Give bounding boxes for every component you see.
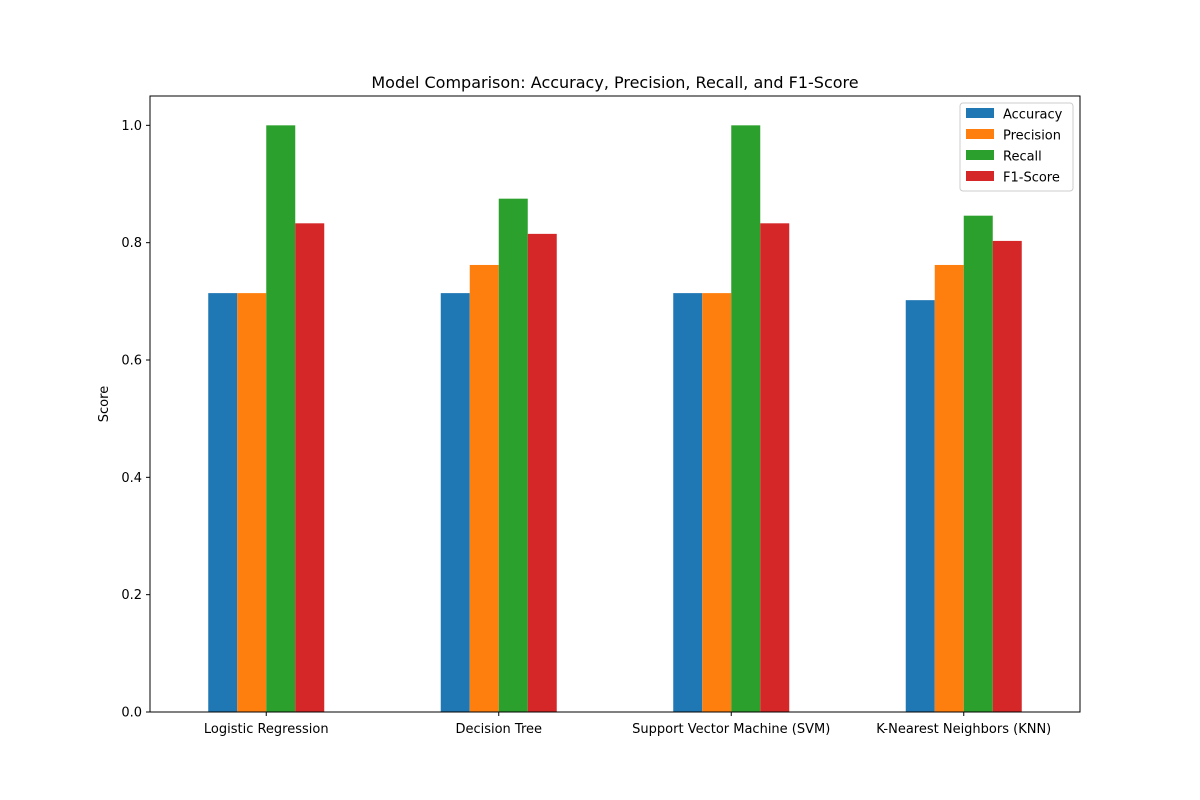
legend-swatch [966,129,994,139]
bar-f1-score-2 [527,233,557,712]
x-axis: Logistic Regression Decision Tree Support … [204,712,1051,737]
y-tick-label: 0.4 [121,471,142,486]
legend-item-accuracy: Accuracy [966,108,1063,123]
bars-group [208,125,1022,713]
legend: Accuracy Precision Recall F1-Score [959,102,1074,192]
y-tick-label: 0.8 [121,236,142,251]
y-axis: 0.0 0.2 0.4 0.6 0.8 1.0 [121,119,150,721]
bar-accuracy-3 [673,293,703,712]
legend-item-precision: Precision [966,129,1061,144]
legend-swatch [966,171,994,181]
y-tick-label: 0.6 [121,354,142,369]
bar-accuracy-2 [440,293,470,712]
bar-f1-score-4 [992,240,1022,712]
legend-item-recall: Recall [966,150,1042,165]
bar-f1-score-1 [295,223,325,712]
bar-recall-4 [963,215,993,712]
legend-label: Precision [1003,129,1061,144]
legend-label: F1-Score [1003,171,1060,186]
x-tick-label: Support Vector Machine (SVM) [632,722,830,737]
bar-recall-2 [498,198,528,713]
legend-label: Accuracy [1003,108,1063,123]
y-tick-label: 0.2 [121,588,142,603]
legend-items: Accuracy Precision Recall F1-Score [966,108,1063,186]
plot-frame [149,95,1081,713]
legend-swatch [966,150,994,160]
x-tick-label: K-Nearest Neighbors (KNN) [876,722,1051,737]
bar-precision-1 [237,293,267,712]
bar-precision-2 [469,264,499,712]
bar-precision-4 [934,264,964,712]
bar-f1-score-3 [760,223,790,712]
bar-accuracy-4 [905,300,935,712]
legend-item-f1-score: F1-Score [966,171,1060,186]
bar-recall-3 [731,125,761,712]
y-tick-label: 1.0 [121,119,142,134]
x-tick-label: Decision Tree [455,722,542,737]
legend-frame [959,102,1074,192]
chart-title: Model Comparison: Accuracy, Precision, R… [371,73,858,92]
bar-recall-1 [266,125,296,712]
plot-area [149,95,1081,713]
legend-label: Recall [1003,150,1042,165]
y-axis-label: Score [97,386,112,422]
bar-precision-3 [702,293,732,712]
bar-accuracy-1 [208,293,238,712]
x-tick-label: Logistic Regression [204,722,329,737]
legend-swatch [966,108,994,118]
y-tick-label: 0.0 [121,706,142,721]
